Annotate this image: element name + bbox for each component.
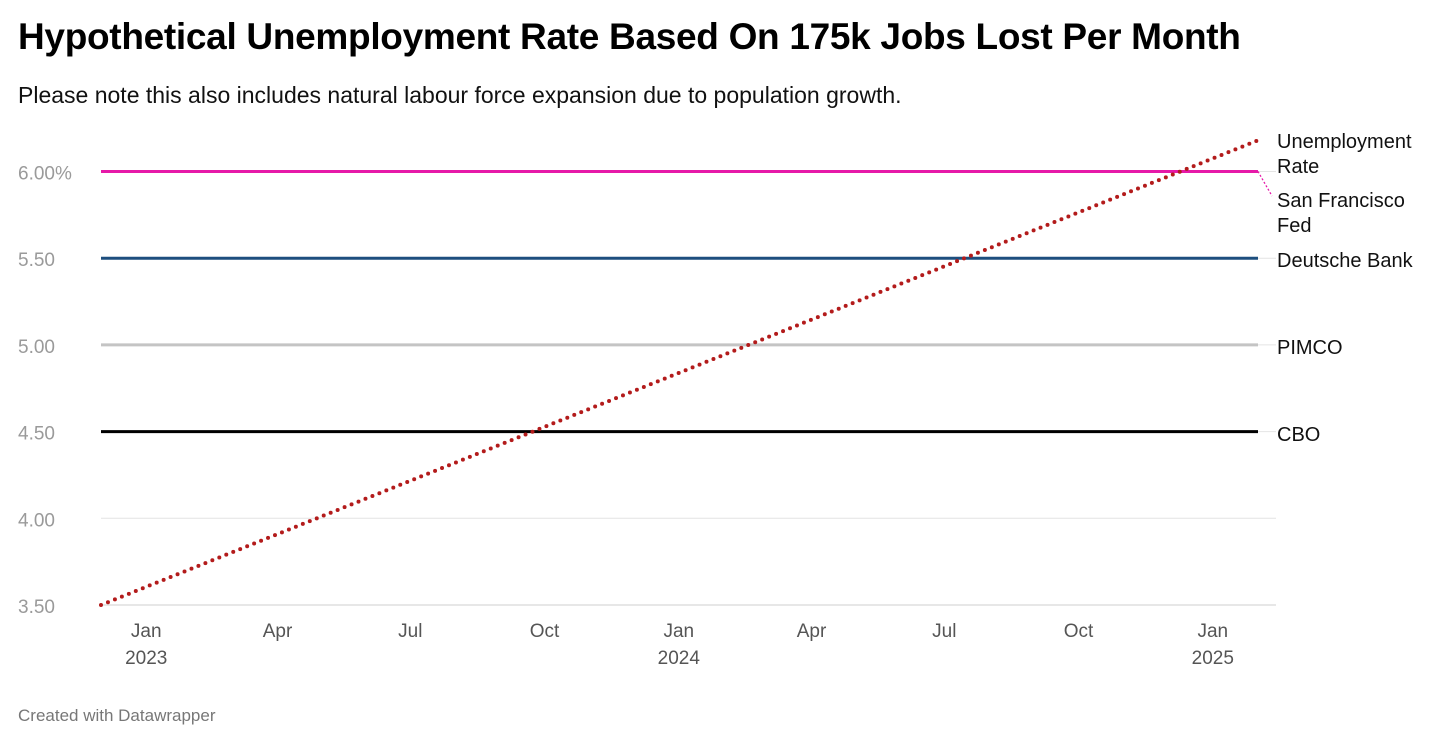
label-leader-line — [1257, 171, 1273, 197]
x-tick-label: Jul — [932, 621, 956, 642]
y-tick-label: 3.50 — [18, 597, 55, 618]
x-tick-label: Jan — [131, 621, 162, 642]
y-tick-label: 5.00 — [18, 337, 55, 358]
series-label-san-francisco-fed: San Francisco Fed — [1277, 190, 1405, 237]
x-tick-label: Apr — [797, 621, 827, 642]
y-tick-label: 5.50 — [18, 250, 55, 271]
x-tick-label: Apr — [263, 621, 293, 642]
series-label-pimco: PIMCO — [1277, 337, 1343, 359]
x-tick-label: Oct — [530, 621, 560, 642]
x-tick-label: Oct — [1064, 621, 1094, 642]
chart-subtitle: Please note this also includes natural l… — [18, 82, 902, 108]
series-label-deutsche-bank: Deutsche Bank — [1277, 250, 1414, 272]
x-tick-year-label: 2025 — [1192, 648, 1234, 669]
series-line-unemployment-rate — [99, 138, 1260, 607]
y-tick-label: 4.50 — [18, 424, 55, 445]
x-tick-year-label: 2023 — [125, 648, 167, 669]
x-axis-ticks: Jan 2023 Apr Jul Oct Jan 2024 Apr Jul Oct Jan 2025 — [125, 621, 1234, 669]
series-label-unemployment-rate: Unemployment Rate — [1277, 131, 1412, 178]
chart-title: Hypothetical Unemployment Rate Based On … — [18, 16, 1241, 57]
series-lines — [99, 138, 1260, 607]
gridlines — [101, 171, 1276, 606]
x-tick-label: Jul — [398, 621, 422, 642]
y-tick-label: 4.00 — [18, 510, 55, 531]
series-labels: Unemployment Rate San Francisco Fed Deutsche… — [1257, 131, 1414, 446]
x-tick-year-label: 2024 — [658, 648, 701, 669]
footer-credit: Created with Datawrapper — [18, 706, 216, 725]
series-label-cbo: CBO — [1277, 424, 1320, 446]
y-tick-label: 6.00% — [18, 164, 72, 185]
x-tick-label: Jan — [1197, 621, 1228, 642]
y-axis-ticks: 6.00% 5.50 5.00 4.50 4.00 3.50 — [18, 164, 72, 619]
x-tick-label: Jan — [663, 621, 694, 642]
